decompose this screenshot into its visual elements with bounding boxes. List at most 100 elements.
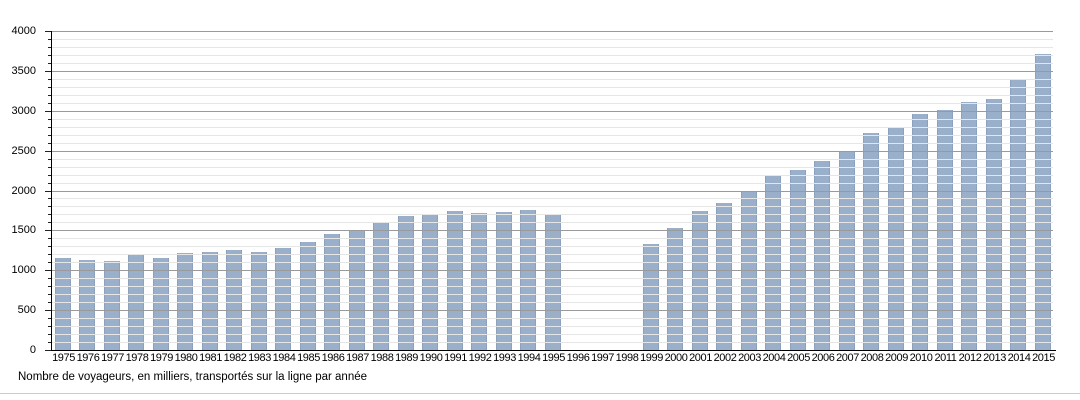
year-bar-1994 [520,209,536,350]
x-tick-label: 2011 [934,352,957,364]
year-bar-2013 [985,99,1002,350]
gridline-minor [51,54,1053,56]
gridline-minor [51,62,1053,64]
gridline-minor [51,254,1053,256]
y-tick-minor [48,182,51,184]
x-tick-label: 2003 [738,352,761,364]
x-tick-label: 1987 [346,352,369,364]
x-tick-label: 2014 [1007,352,1031,364]
y-tick-minor [48,78,51,80]
x-tick-label: 2001 [689,352,712,364]
gridline-major [51,310,1053,312]
y-tick-major [45,150,51,152]
x-tick-label: 1985 [297,352,320,364]
year-bar-1990 [422,214,438,350]
x-tick-label: 1997 [591,352,614,364]
gridline-major [51,31,1053,32]
gridline-minor [51,38,1053,40]
y-tick-major [45,190,51,192]
bottom-rule [0,393,1080,394]
y-tick-label: 500 [17,304,36,317]
year-bar-1979 [152,257,169,350]
y-tick-label: 2000 [11,184,36,197]
chart-caption: Nombre de voyageurs, en milliers, transp… [18,371,368,383]
x-tick-label: 1983 [248,352,271,364]
y-tick-minor [48,174,51,176]
y-tick-minor [48,302,51,304]
y-tick-minor [48,54,51,56]
gridline-minor [51,118,1053,120]
y-tick-minor [48,262,51,264]
year-bar-1995 [544,214,561,350]
y-tick-minor [48,294,51,296]
gridline-minor [51,142,1053,144]
y-tick-minor [48,118,51,120]
year-bar-2012 [961,101,977,350]
x-tick-label: 1995 [542,352,565,364]
year-bar-1984 [275,247,291,350]
gridline-minor [51,198,1053,200]
y-tick-minor [48,38,51,40]
gridline-minor [51,238,1053,240]
y-tick-major [45,110,51,112]
x-tick-label: 2013 [983,352,1006,364]
year-bar-1978 [128,253,144,350]
y-tick-minor [48,342,51,344]
y-tick-minor [48,214,51,216]
x-tick-label: 1975 [52,352,75,364]
year-bar-1976 [79,259,95,350]
y-tick-label: 3000 [11,104,36,117]
x-tick-label: 2007 [836,352,859,364]
y-tick-minor [48,254,51,256]
x-tick-label: 1980 [174,352,198,364]
y-tick-minor [48,326,51,328]
y-tick-label: 0 [29,344,36,356]
gridline-major [51,70,1053,72]
x-axis [45,350,1056,351]
year-bar-2010 [912,114,928,350]
y-tick-major [45,270,51,272]
gridline-minor [51,166,1053,168]
gridline-minor [51,94,1053,96]
year-bar-2007 [838,150,855,350]
y-tick-minor [48,86,51,88]
x-tick-label: 1976 [76,352,100,364]
year-bar-2005 [789,169,806,350]
year-bar-1977 [103,260,120,350]
year-bar-2000 [667,227,683,350]
gridline-major [51,190,1053,192]
gridline-minor [51,78,1053,80]
x-tick-label: 1998 [615,352,639,364]
year-bar-1992 [471,213,487,350]
y-tick-label: 1000 [11,264,36,277]
y-tick-major [45,70,51,72]
y-tick-minor [48,158,51,160]
gridline-minor [51,158,1053,160]
y-tick-minor [48,134,51,136]
y-tick-major [45,31,51,32]
x-tick-label: 1984 [272,352,296,364]
gridline-minor [51,262,1053,264]
x-tick-label: 1992 [468,352,492,364]
y-tick-minor [48,278,51,280]
year-bar-1975 [54,258,71,350]
year-bar-2015 [1034,54,1051,350]
gridline-minor [51,222,1053,224]
y-tick-minor [48,222,51,224]
y-tick-minor [48,94,51,96]
y-tick-minor [48,126,51,128]
x-tick-label: 2006 [811,352,835,364]
y-axis [51,31,52,350]
gridline-minor [51,278,1053,280]
year-bar-2011 [936,109,953,350]
x-tick-label: 2015 [1032,352,1055,364]
y-tick-minor [48,142,51,144]
gridline-minor [51,334,1053,336]
gridline-major [51,150,1053,152]
y-tick-minor [48,286,51,288]
x-tick-label: 2005 [787,352,810,364]
y-tick-minor [48,166,51,168]
x-tick-label: 1999 [640,352,663,364]
year-bar-1989 [397,216,414,350]
x-tick-label: 1986 [321,352,345,364]
